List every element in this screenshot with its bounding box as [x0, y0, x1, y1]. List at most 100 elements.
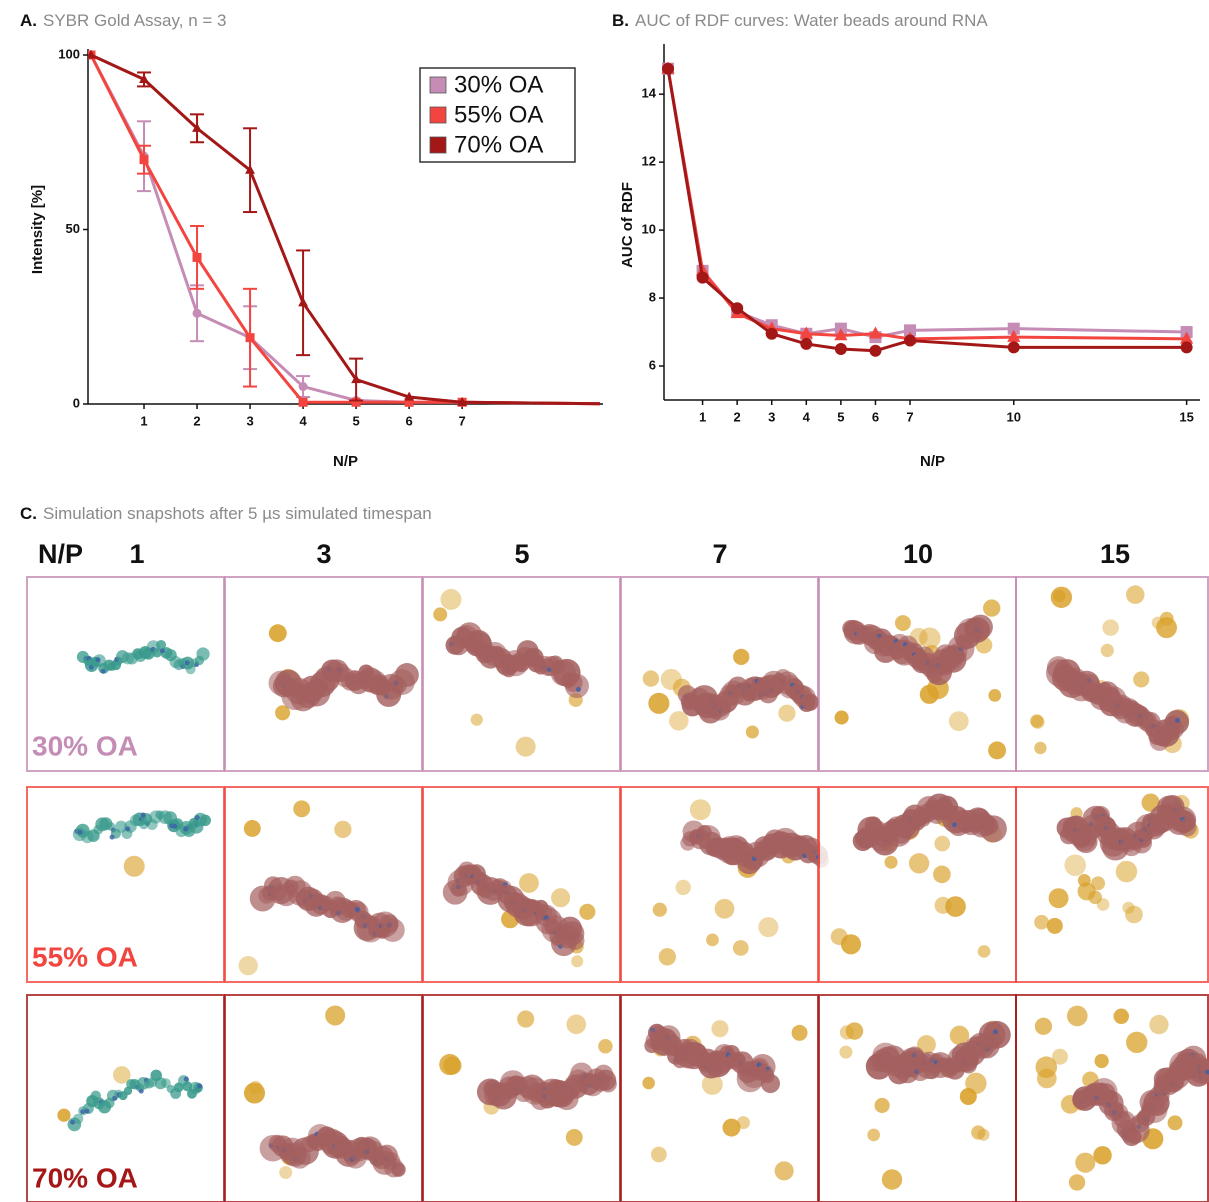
complex-blob — [73, 1113, 84, 1124]
rna-bead — [1175, 717, 1181, 723]
lipid-cluster — [745, 725, 759, 739]
lipid-cluster — [934, 896, 952, 914]
complex-blob — [564, 673, 589, 698]
lipid-cluster — [470, 713, 483, 726]
snapshot — [442, 861, 596, 968]
series-line — [666, 68, 1187, 341]
plot-area — [661, 61, 1194, 357]
x-tick-label: 1 — [140, 413, 147, 428]
rna-bead — [172, 823, 178, 829]
lipid-cluster — [642, 670, 660, 687]
lipid-cluster — [1066, 1005, 1088, 1027]
lipid-cluster — [834, 710, 849, 725]
series-line — [666, 68, 1187, 353]
lipid-cluster — [1050, 586, 1073, 608]
lipid-cluster — [1115, 860, 1138, 883]
lipid-cluster — [1133, 671, 1150, 688]
rna-bead — [354, 906, 360, 912]
lipid-cluster — [1167, 1115, 1183, 1131]
panel-title: B. AUC of RDF curves: Water beads around … — [612, 11, 988, 30]
y-tick-label: 6 — [649, 357, 656, 372]
lipid-cluster — [1030, 714, 1044, 728]
rna-bead — [1205, 1069, 1209, 1075]
complex-blob — [979, 815, 1007, 843]
marker — [192, 308, 202, 318]
marker — [1180, 331, 1194, 344]
lipid-cluster — [1093, 1146, 1112, 1165]
lipid-cluster — [123, 855, 145, 877]
lipid-cluster — [988, 741, 1007, 760]
snapshot — [834, 599, 1007, 760]
lipid-cluster — [268, 624, 287, 643]
lipid-cluster — [736, 1116, 750, 1130]
y-tick-label: 8 — [649, 289, 656, 304]
lipid-cluster — [874, 1097, 890, 1114]
column-header: 7 — [712, 539, 727, 569]
rna-bead — [184, 660, 190, 666]
panel-title-text: Simulation snapshots after 5 µs simulate… — [43, 504, 432, 523]
panel-label: C. — [20, 504, 37, 523]
lipid-cluster — [243, 1082, 266, 1104]
rna-bead — [125, 826, 131, 832]
marker — [457, 396, 468, 406]
x-tick-label: 1 — [699, 409, 706, 424]
row-label: 55% OA — [32, 941, 138, 972]
lipid-cluster — [1075, 1152, 1096, 1173]
marker — [800, 337, 813, 350]
complex-blob — [161, 1078, 171, 1089]
lipid-cluster — [732, 940, 749, 956]
x-tick-label: 2 — [193, 413, 200, 428]
complex-blob — [391, 1162, 406, 1177]
snapshot — [76, 639, 210, 675]
lipid-cluster — [579, 903, 596, 920]
lipid-cluster — [758, 917, 779, 938]
lipid-cluster — [1125, 905, 1143, 924]
x-tick-label: 3 — [768, 409, 775, 424]
lipid-cluster — [908, 853, 930, 874]
lipid-cluster — [112, 1066, 131, 1084]
rna-bead — [159, 648, 165, 654]
lipid-cluster — [1031, 715, 1045, 730]
lipid-cluster — [275, 705, 291, 721]
marker — [868, 326, 883, 339]
y-axis-label: Intensity [%] — [29, 185, 46, 274]
lipid-cluster — [433, 607, 448, 622]
lipid-cluster — [660, 668, 682, 691]
lipid-cluster — [1094, 1053, 1109, 1069]
lipid-cluster — [238, 955, 258, 976]
complex-blob — [599, 1075, 617, 1093]
lipid-cluster — [571, 955, 584, 968]
lipid-cluster — [1034, 741, 1047, 755]
panel-title: A. SYBR Gold Assay, n = 3 — [20, 11, 226, 30]
lipid-cluster — [711, 1020, 729, 1038]
x-tick-label: 3 — [246, 413, 253, 428]
x-tick-label: 6 — [872, 409, 879, 424]
lipid-cluster — [1048, 888, 1069, 909]
lipid-cluster — [867, 1128, 880, 1142]
marker — [298, 382, 308, 392]
marker — [869, 344, 882, 357]
marker — [192, 252, 202, 262]
marker — [139, 155, 149, 165]
column-header: 10 — [903, 539, 933, 569]
lipid-cluster — [881, 1169, 903, 1190]
lipid-cluster — [977, 1128, 990, 1141]
marker — [351, 374, 362, 384]
legend-label: 30% OA — [454, 71, 543, 98]
x-tick-label: 4 — [299, 413, 307, 428]
marker — [616, 399, 626, 408]
lipid-cluster — [243, 820, 261, 837]
lipid-cluster — [701, 1073, 723, 1095]
marker — [245, 164, 256, 174]
lipid-cluster — [293, 800, 311, 818]
lipid-cluster — [1064, 854, 1087, 877]
snapshot — [72, 810, 211, 877]
marker — [1007, 329, 1021, 342]
lipid-cluster — [1122, 901, 1135, 914]
rna-bead — [138, 1088, 144, 1094]
marker — [192, 122, 202, 132]
plot-area — [88, 49, 626, 408]
rna-bead — [183, 1076, 189, 1082]
snapshot-frame — [620, 786, 819, 983]
snapshot — [839, 1020, 1011, 1190]
